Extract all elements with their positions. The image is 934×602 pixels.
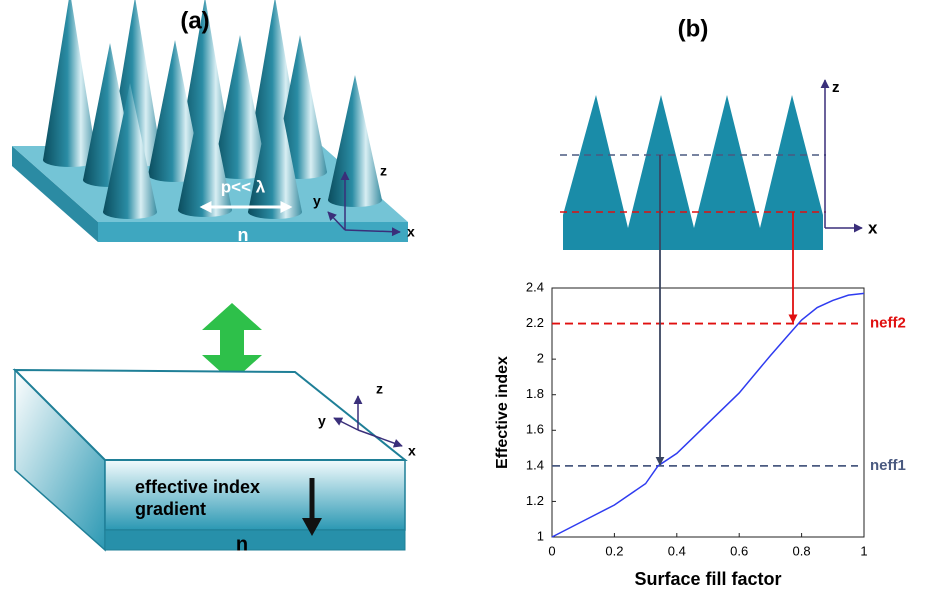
axis-label: x <box>868 218 878 237</box>
y-tick-label: 1.2 <box>526 493 544 508</box>
cone-base <box>328 193 382 207</box>
y-tick-label: 2 <box>537 351 544 366</box>
textured-slab <box>12 0 408 242</box>
gradient-label: effective index <box>135 477 260 497</box>
cone <box>43 0 97 160</box>
cone <box>328 75 382 200</box>
reference-label: neff1 <box>870 457 906 474</box>
axis-label: x <box>407 224 415 240</box>
x-axis-label: Surface fill factor <box>634 569 781 589</box>
cone-base <box>43 153 97 167</box>
gradient-arrow-head <box>302 518 322 536</box>
substrate-label: n <box>238 225 249 245</box>
cone <box>213 35 267 172</box>
axis-label: x <box>408 443 416 459</box>
panel-label: (b) <box>678 15 709 42</box>
axes-icon <box>333 395 403 448</box>
graded-slab <box>12 368 408 552</box>
y-tick-label: 2.2 <box>526 315 544 330</box>
x-tick-label: 0.4 <box>668 543 686 558</box>
y-axis-label: Effective index <box>494 356 511 469</box>
x-tick-label: 0.2 <box>605 543 623 558</box>
axis-label: y <box>318 413 326 429</box>
cone-base <box>103 205 157 219</box>
y-tick-label: 2.4 <box>526 279 544 294</box>
y-tick-label: 1.4 <box>526 457 544 472</box>
axis-label: z <box>832 79 840 96</box>
y-tick-label: 1.8 <box>526 386 544 401</box>
x-tick-label: 0.8 <box>793 543 811 558</box>
equivalence-arrow <box>202 303 262 382</box>
axis-label: z <box>380 163 387 179</box>
x-tick-label: 0 <box>548 543 555 558</box>
x-tick-label: 0.6 <box>730 543 748 558</box>
x-tick-label: 1 <box>860 543 867 558</box>
cone <box>248 75 302 212</box>
substrate-label: n <box>236 533 248 555</box>
chart: 1 1.2 1.4 1.6 1.8 2 2.2 2.4 0 0.2 0.4 0.6 0.8 1 Surfac… <box>494 155 906 589</box>
gradient-label: gradient <box>135 499 206 519</box>
grating-profile <box>563 95 823 250</box>
axes-icon <box>327 171 401 237</box>
panel-label: (a) <box>180 7 209 34</box>
cone <box>103 83 157 212</box>
plot-frame <box>551 287 865 538</box>
cone-base <box>213 165 267 179</box>
reference-label: neff2 <box>870 315 906 332</box>
data-line <box>551 292 865 538</box>
y-tick-label: 1 <box>537 528 544 543</box>
axes-icon <box>820 79 863 233</box>
axis-label: y <box>313 193 321 209</box>
cone-base <box>178 203 232 217</box>
period-label: p<< λ <box>221 177 266 196</box>
cone <box>148 40 202 175</box>
y-tick-label: 1.6 <box>526 422 544 437</box>
axis-label: z <box>376 381 383 397</box>
cone <box>178 77 232 210</box>
